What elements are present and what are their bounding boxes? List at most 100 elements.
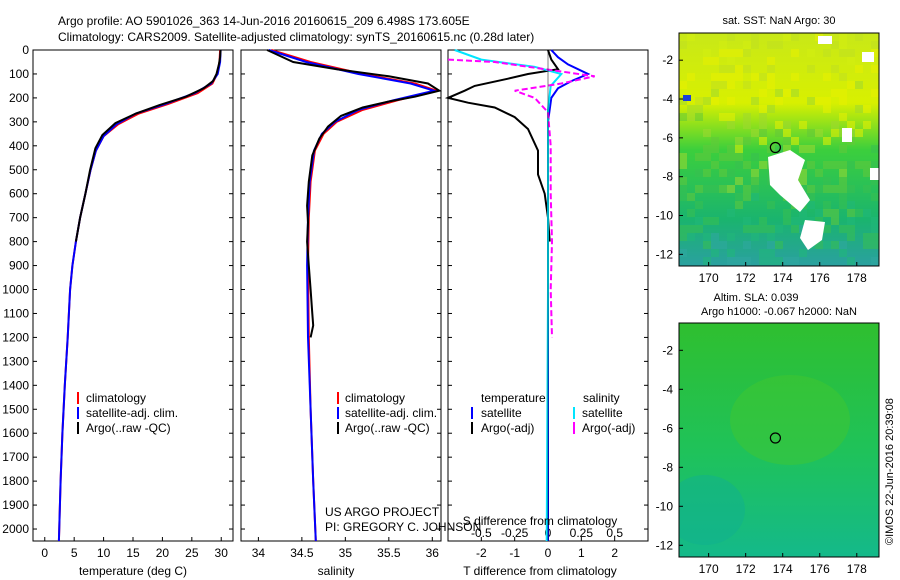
sst-pixel bbox=[767, 105, 775, 113]
sst-pixel bbox=[759, 217, 767, 225]
sst-pixel bbox=[727, 169, 735, 177]
sst-pixel bbox=[847, 225, 855, 233]
temperature-xlabel: temperature (deg C) bbox=[79, 564, 187, 578]
sst-pixel bbox=[871, 217, 879, 225]
sst-pixel bbox=[823, 177, 831, 185]
sst-pixel bbox=[727, 257, 735, 265]
legend-label-satellite: satellite-adj. clim. bbox=[345, 406, 437, 420]
sst-pixel bbox=[783, 121, 791, 129]
sst-pixel bbox=[727, 233, 735, 241]
x-tick-label: 20 bbox=[156, 546, 170, 560]
sst-pixel bbox=[767, 73, 775, 81]
sst-pixel bbox=[831, 217, 839, 225]
sst-pixel bbox=[823, 137, 831, 145]
sst-pixel bbox=[823, 225, 831, 233]
sst-pixel bbox=[679, 249, 687, 257]
x-tick-label: 15 bbox=[126, 546, 140, 560]
sst-pixel bbox=[855, 209, 863, 217]
sst-pixel bbox=[743, 241, 751, 249]
sst-pixel bbox=[679, 233, 687, 241]
sst-pixel bbox=[783, 209, 791, 217]
sst-pixel bbox=[839, 169, 847, 177]
sst-pixel bbox=[847, 121, 855, 129]
sst-pixel bbox=[719, 169, 727, 177]
sst-pixel bbox=[735, 193, 743, 201]
sst-pixel bbox=[863, 121, 871, 129]
sst-pixel bbox=[719, 113, 727, 121]
sst-pixel bbox=[767, 65, 775, 73]
legend-label-t-satellite: satellite bbox=[481, 406, 522, 420]
sst-pixel bbox=[783, 217, 791, 225]
sst-pixel bbox=[791, 137, 799, 145]
sst-pixel bbox=[767, 201, 775, 209]
map-x-tick-label: 178 bbox=[847, 562, 867, 576]
sst-pixel bbox=[711, 145, 719, 153]
sst-pixel bbox=[759, 137, 767, 145]
sst-pixel bbox=[871, 49, 879, 57]
sst-pixel bbox=[799, 169, 807, 177]
sst-pixel bbox=[767, 225, 775, 233]
sst-pixel bbox=[783, 129, 791, 137]
y-tick-label: 1000 bbox=[2, 283, 29, 297]
sst-pixel bbox=[823, 49, 831, 57]
sst-pixel bbox=[751, 225, 759, 233]
sst-pixel bbox=[775, 89, 783, 97]
sst-pixel bbox=[735, 257, 743, 265]
y-tick-label: 400 bbox=[9, 139, 29, 153]
y-tick-label: 0 bbox=[22, 43, 29, 57]
sla-field-highlight bbox=[730, 375, 850, 465]
sst-pixel bbox=[727, 185, 735, 193]
sst-pixel bbox=[703, 257, 711, 265]
legend-label-t-argo: Argo(-adj) bbox=[481, 421, 534, 435]
sst-missing-data bbox=[818, 36, 832, 44]
sst-pixel bbox=[695, 225, 703, 233]
sst-pixel bbox=[863, 185, 871, 193]
sst-pixel bbox=[791, 49, 799, 57]
sst-pixel bbox=[775, 225, 783, 233]
x2-tick-label: -0.25 bbox=[501, 526, 529, 540]
series-line-s-satellite bbox=[454, 49, 564, 542]
sst-pixel bbox=[871, 41, 879, 49]
legend-label-argo: Argo(..raw -QC) bbox=[345, 421, 430, 435]
sst-missing-data bbox=[870, 168, 879, 180]
legend-label-climatology: climatology bbox=[86, 391, 146, 405]
sst-pixel bbox=[679, 153, 687, 161]
sst-pixel bbox=[775, 145, 783, 153]
sst-pixel bbox=[759, 129, 767, 137]
sst-pixel bbox=[783, 145, 791, 153]
sst-pixel bbox=[807, 201, 815, 209]
sst-pixel bbox=[775, 129, 783, 137]
sst-argo-location-marker bbox=[769, 141, 781, 154]
map-y-tick-label: -2 bbox=[662, 343, 673, 357]
sst-pixel bbox=[719, 185, 727, 193]
sst-pixel bbox=[831, 129, 839, 137]
difference-chart-marks: -2 -1 0 1 2-0.5 -0.25 0 0.25 0.5 bbox=[444, 49, 648, 560]
sst-pixel bbox=[807, 49, 815, 57]
sst-pixel bbox=[847, 233, 855, 241]
x-tick-label: 34 bbox=[252, 546, 266, 560]
sst-pixel bbox=[871, 145, 879, 153]
sst-pixel bbox=[767, 241, 775, 249]
sst-pixel bbox=[815, 169, 823, 177]
x-tick-label: -2 bbox=[476, 546, 487, 560]
x-tick-label: 25 bbox=[185, 546, 199, 560]
sst-pixel bbox=[799, 121, 807, 129]
sst-pixel bbox=[823, 185, 831, 193]
sst-pixel bbox=[855, 129, 863, 137]
sst-pixel bbox=[871, 89, 879, 97]
sst-pixel bbox=[839, 33, 847, 41]
x-tick-label: 0 bbox=[545, 546, 552, 560]
sst-pixel bbox=[775, 121, 783, 129]
sst-pixel bbox=[815, 129, 823, 137]
series-line-t-argo-adj- bbox=[444, 49, 560, 242]
x-tick-label: 35 bbox=[339, 546, 353, 560]
sst-pixel bbox=[855, 65, 863, 73]
sst-pixel bbox=[679, 81, 687, 89]
sst-pixel bbox=[695, 113, 703, 121]
sst-pixel bbox=[735, 65, 743, 73]
sst-pixel bbox=[791, 225, 799, 233]
sst-pixel bbox=[703, 185, 711, 193]
sst-pixel bbox=[703, 49, 711, 57]
sst-pixel bbox=[727, 73, 735, 81]
sst-pixel bbox=[871, 161, 879, 169]
